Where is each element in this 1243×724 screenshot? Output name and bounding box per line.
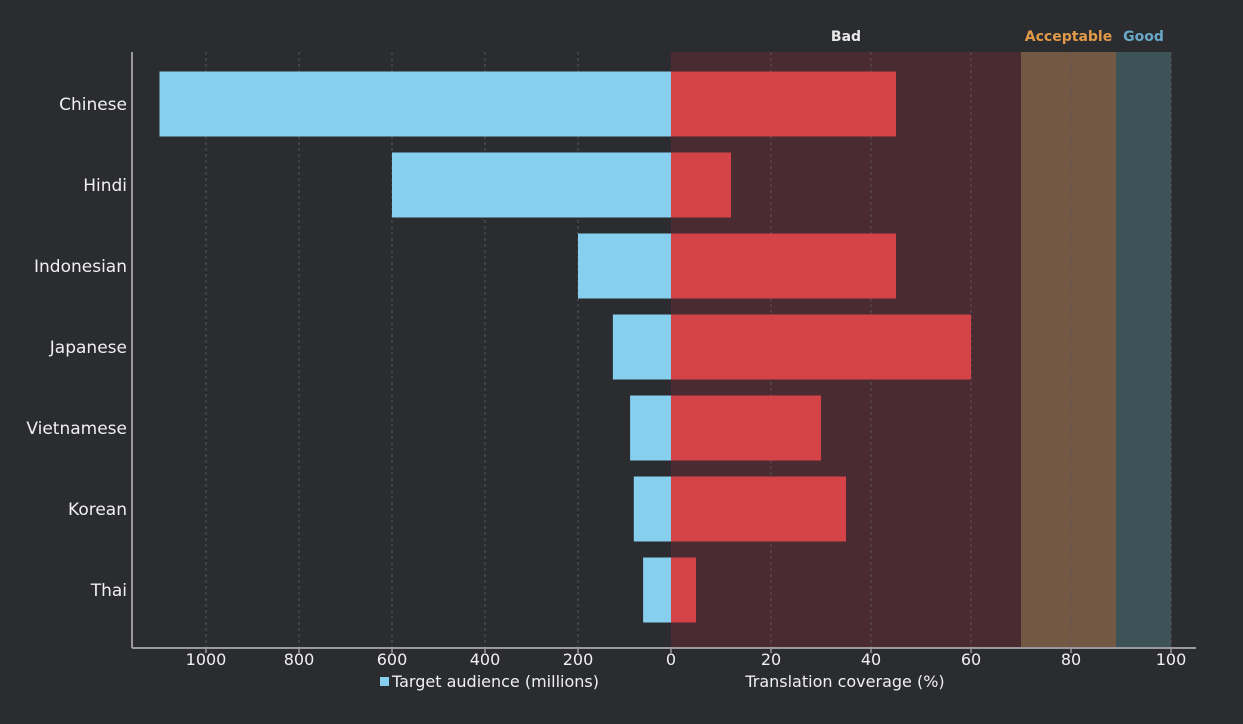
- left-axis-label: Target audience (millions): [391, 672, 599, 691]
- x-tick-label-left-1000: 1000: [186, 650, 227, 669]
- coverage-bar-hindi: [671, 152, 731, 218]
- x-tick-label-right-100: 100: [1156, 650, 1187, 669]
- audience-bar-korean: [633, 476, 671, 542]
- x-tick-label-right-60: 60: [961, 650, 981, 669]
- coverage-bar-chinese: [671, 71, 896, 137]
- coverage-bar-japanese: [671, 314, 971, 380]
- category-label-chinese: Chinese: [59, 95, 127, 115]
- x-tick-label-right-40: 40: [861, 650, 881, 669]
- x-tick-label-left-200: 200: [563, 650, 594, 669]
- x-tick-label-left-0: 0: [666, 650, 676, 669]
- coverage-bar-thai: [671, 557, 696, 623]
- category-label-japanese: Japanese: [49, 338, 127, 358]
- x-tick-label-left-400: 400: [470, 650, 501, 669]
- audience-bar-japanese: [612, 314, 671, 380]
- category-label-thai: Thai: [90, 581, 127, 601]
- category-label-vietnamese: Vietnamese: [26, 419, 127, 439]
- coverage-bar-indonesian: [671, 233, 896, 299]
- x-tick-label-right-80: 80: [1061, 650, 1081, 669]
- zone-good-band: [1116, 52, 1171, 648]
- x-tick-label-right-20: 20: [761, 650, 781, 669]
- zone-bad-label: Bad: [831, 29, 861, 45]
- zone-acceptable-band: [1021, 52, 1116, 648]
- audience-bar-indonesian: [578, 233, 671, 299]
- audience-bar-chinese: [159, 71, 671, 137]
- x-tick-label-left-600: 600: [377, 650, 408, 669]
- coverage-bar-vietnamese: [671, 395, 821, 461]
- zone-acceptable-label: Acceptable: [1025, 29, 1112, 45]
- right-axis-label: Translation coverage (%): [744, 672, 944, 691]
- zone-good-label: Good: [1123, 29, 1164, 45]
- category-label-korean: Korean: [68, 500, 127, 520]
- audience-bar-thai: [643, 557, 671, 623]
- x-tick-label-left-800: 800: [284, 650, 315, 669]
- coverage-bar-korean: [671, 476, 846, 542]
- category-label-indonesian: Indonesian: [34, 257, 127, 277]
- legend-swatch-target-audience: [380, 677, 389, 686]
- audience-bar-hindi: [392, 152, 671, 218]
- category-label-hindi: Hindi: [83, 176, 127, 196]
- audience-bar-vietnamese: [630, 395, 671, 461]
